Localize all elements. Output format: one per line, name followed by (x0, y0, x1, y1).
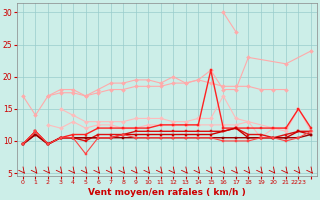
X-axis label: Vent moyen/en rafales ( km/h ): Vent moyen/en rafales ( km/h ) (88, 188, 246, 197)
